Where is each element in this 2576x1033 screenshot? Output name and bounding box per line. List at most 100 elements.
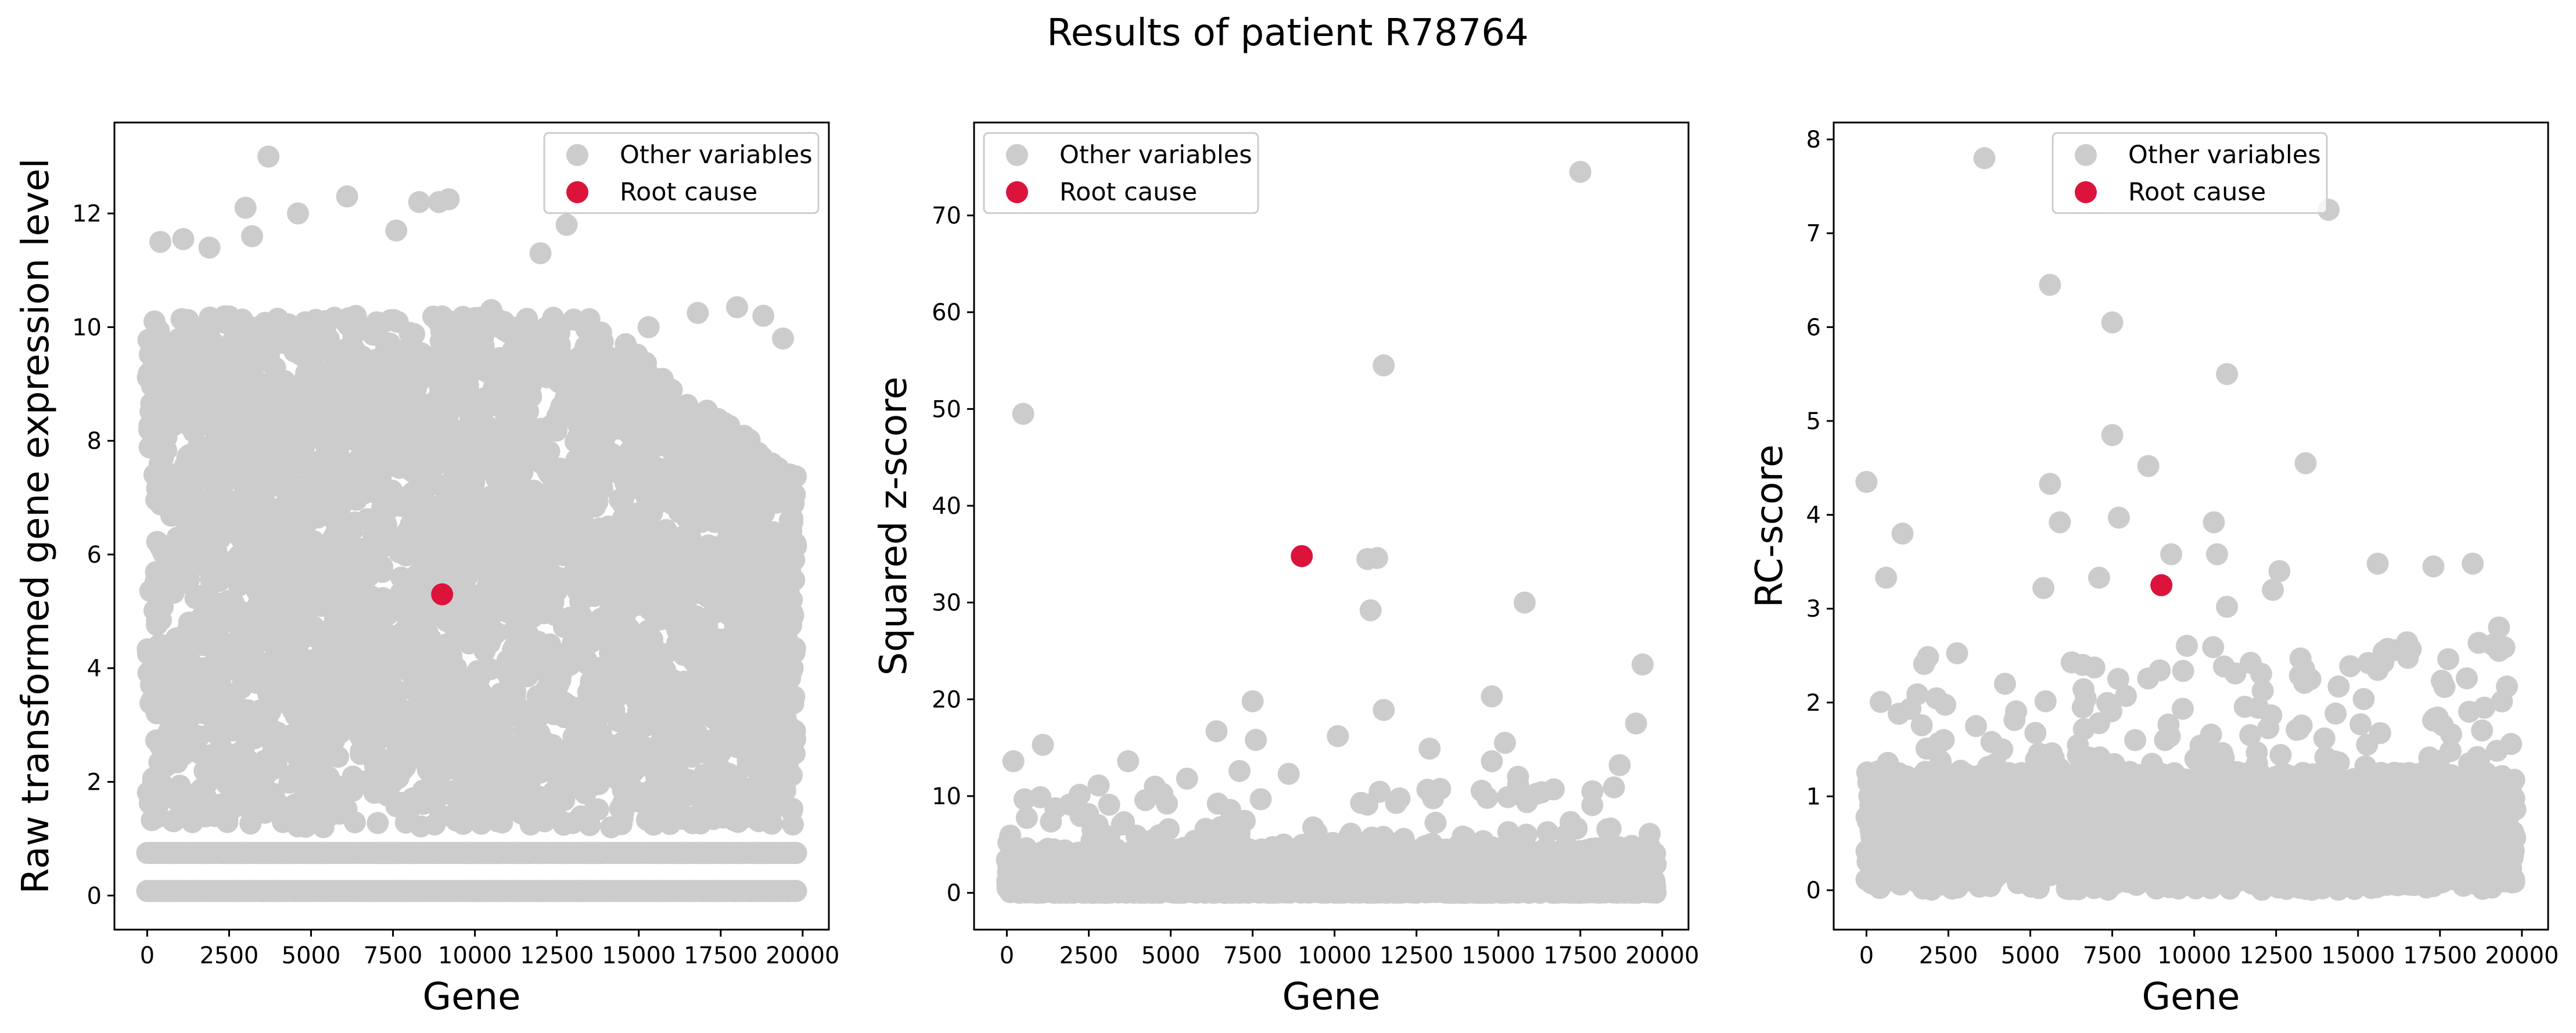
other-variable-point bbox=[252, 518, 274, 540]
other-variable-point bbox=[481, 417, 504, 440]
other-variable-point bbox=[236, 422, 258, 444]
other-variable-point bbox=[487, 351, 509, 374]
other-variable-point bbox=[319, 336, 342, 359]
other-variable-outlier bbox=[772, 327, 794, 350]
other-variable-point bbox=[455, 391, 477, 414]
other-variable-point bbox=[250, 326, 273, 348]
x-tick-label: 0 bbox=[140, 942, 155, 969]
other-variable-point bbox=[198, 630, 221, 653]
other-variable-point bbox=[377, 340, 400, 362]
other-variable-point bbox=[429, 377, 451, 399]
other-variable-point bbox=[618, 617, 641, 640]
other-variable-point bbox=[311, 632, 333, 655]
other-variable-outlier bbox=[241, 225, 263, 247]
y-tick-label: 8 bbox=[87, 428, 102, 455]
other-variable-point bbox=[611, 732, 634, 754]
other-variable-point bbox=[181, 478, 204, 501]
other-variable-point bbox=[168, 651, 191, 673]
x-axis-label: Gene bbox=[423, 976, 521, 1018]
other-variable-point bbox=[493, 377, 515, 399]
subplot-squared-zscore: 0 2500 5000 7500 10000 12500 15000 17500 2000001… bbox=[872, 121, 1699, 1018]
other-variable-point bbox=[411, 530, 434, 553]
other-variable-point bbox=[394, 811, 417, 834]
other-variable-point bbox=[249, 623, 271, 646]
other-variable-point bbox=[390, 791, 412, 814]
other-variable-point bbox=[554, 507, 576, 530]
other-variable-point bbox=[358, 318, 380, 340]
x-tick-label: 7500 bbox=[364, 942, 423, 969]
scatter-points bbox=[136, 145, 807, 902]
other-variable-point bbox=[427, 307, 450, 330]
other-variable-point bbox=[422, 563, 444, 586]
other-variable-outlier bbox=[687, 301, 709, 324]
other-variable-point bbox=[488, 729, 511, 752]
other-variable-point bbox=[344, 339, 367, 362]
other-variable-point bbox=[692, 808, 715, 830]
other-variable-point bbox=[289, 629, 312, 651]
other-variable-point bbox=[358, 369, 380, 391]
other-variable-point bbox=[528, 559, 551, 581]
other-variable-point bbox=[527, 796, 549, 819]
other-variable-point bbox=[632, 707, 655, 729]
other-variable-point bbox=[479, 631, 502, 653]
other-variable-point bbox=[766, 544, 788, 567]
other-variable-point bbox=[207, 560, 230, 582]
other-variable-point bbox=[316, 403, 339, 425]
other-variable-point bbox=[342, 779, 364, 802]
other-variable-outlier bbox=[480, 299, 502, 321]
other-variable-point bbox=[364, 438, 386, 461]
other-variable-point bbox=[673, 643, 695, 666]
other-variable-outlier bbox=[287, 202, 309, 225]
other-variable-point bbox=[513, 589, 536, 611]
other-variable-point bbox=[166, 751, 188, 773]
other-variable-point bbox=[661, 608, 684, 631]
other-variable-point bbox=[655, 406, 677, 429]
other-variable-point bbox=[771, 576, 793, 599]
other-variable-point bbox=[197, 768, 220, 790]
other-variable-point bbox=[283, 340, 306, 363]
other-variable-point bbox=[704, 596, 727, 619]
other-variable-point bbox=[433, 722, 456, 745]
other-variable-point bbox=[332, 542, 355, 564]
legend-marker-other bbox=[566, 144, 588, 166]
x-tick-label: 20000 bbox=[766, 942, 839, 969]
y-tick-label: 0 bbox=[87, 883, 102, 909]
legend-label-other: Other variables bbox=[620, 141, 813, 170]
other-variable-point bbox=[762, 456, 785, 479]
other-variable-point bbox=[611, 463, 634, 485]
other-variable-point bbox=[457, 431, 479, 453]
other-variable-point bbox=[440, 670, 462, 692]
other-variable-point bbox=[206, 660, 228, 683]
other-variable-outlier bbox=[529, 242, 552, 265]
other-variable-point bbox=[724, 460, 746, 483]
other-variable-point bbox=[146, 667, 168, 689]
other-variable-point bbox=[443, 693, 465, 715]
other-variable-point bbox=[404, 624, 426, 647]
other-variable-point bbox=[421, 787, 443, 810]
other-variable-point bbox=[650, 369, 673, 392]
other-variable-point bbox=[174, 455, 196, 477]
other-variable-point bbox=[762, 780, 785, 802]
other-variable-point bbox=[231, 447, 253, 469]
other-variable-point bbox=[619, 564, 642, 587]
other-variable-point bbox=[511, 514, 533, 537]
other-variable-point bbox=[619, 440, 641, 462]
other-variable-point bbox=[723, 494, 746, 516]
other-variable-point bbox=[579, 566, 602, 589]
other-variable-point bbox=[256, 791, 279, 814]
other-variable-point bbox=[319, 792, 342, 815]
legend-marker-root bbox=[566, 181, 588, 203]
other-variable-point bbox=[738, 653, 760, 675]
other-variable-point bbox=[310, 708, 333, 730]
other-variable-point bbox=[174, 334, 196, 357]
other-variable-point bbox=[501, 434, 523, 456]
other-variable-point bbox=[709, 758, 732, 780]
other-variable-point bbox=[186, 403, 208, 426]
other-variable-point bbox=[674, 690, 697, 713]
other-variable-point bbox=[337, 621, 360, 644]
other-variable-point bbox=[360, 722, 382, 744]
other-variable-point bbox=[263, 414, 285, 437]
other-variable-point bbox=[237, 749, 260, 772]
other-variable-point bbox=[563, 631, 585, 654]
other-variable-point bbox=[595, 549, 618, 571]
